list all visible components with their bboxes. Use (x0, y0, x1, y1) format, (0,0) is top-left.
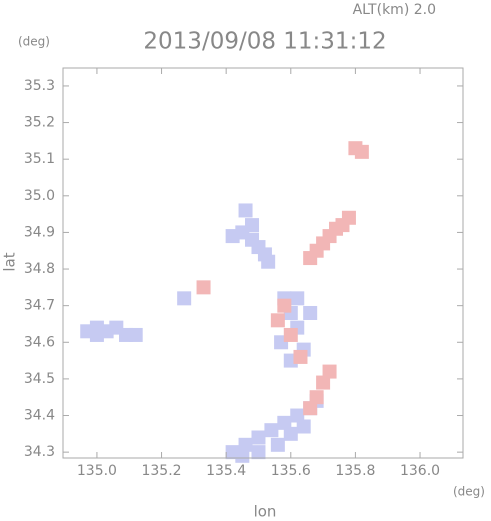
x-unit: (deg) (453, 485, 485, 499)
x-axis-label: lon (254, 503, 277, 521)
echo-cell (303, 251, 318, 266)
chart-title: 2013/09/08 11:31:12 (143, 29, 386, 55)
x-tick-label: 135.2 (141, 463, 181, 479)
y-tick-label: 34.7 (24, 298, 55, 314)
echo-cell (177, 291, 192, 306)
echo-cell (303, 401, 318, 416)
echo-cell (235, 448, 250, 463)
plot-frame (62, 67, 464, 459)
echo-cell (290, 408, 305, 423)
x-tick-label: 135.6 (271, 463, 311, 479)
echo-cell (283, 327, 298, 342)
y-tick-label: 34.3 (24, 444, 55, 460)
echo-cell (251, 430, 266, 445)
echo-cell (128, 327, 143, 342)
echo-cell (283, 426, 298, 441)
y-tick-label: 35.1 (24, 151, 55, 167)
altitude-label: ALT(km) 2.0 (353, 2, 436, 18)
y-axis-label: lat (1, 252, 19, 271)
echo-cell (264, 423, 279, 438)
echo-cell (277, 298, 292, 313)
y-tick-label: 35.3 (24, 78, 55, 94)
y-tick-label: 34.5 (24, 371, 55, 387)
y-unit: (deg) (18, 35, 50, 49)
echo-cell (261, 254, 276, 269)
echo-cell (309, 390, 324, 405)
y-tick-label: 34.8 (24, 261, 55, 277)
echo-cell (303, 305, 318, 320)
y-tick-label: 35.0 (24, 188, 55, 204)
echo-layer (80, 141, 369, 463)
echo-cell (277, 415, 292, 430)
y-tick-label: 34.6 (24, 334, 55, 350)
y-tick-label: 34.4 (24, 408, 55, 424)
echo-cell (322, 364, 337, 379)
echo-cell (354, 144, 369, 159)
y-tick-label: 35.2 (24, 115, 55, 131)
echo-cell (290, 291, 305, 306)
echo-cell (316, 375, 331, 390)
echo-cell (196, 280, 211, 295)
echo-cell (89, 320, 104, 335)
x-tick-label: 135.0 (77, 463, 117, 479)
echo-cell (270, 437, 285, 452)
echo-cell (238, 203, 253, 218)
echo-cell (296, 419, 311, 434)
x-tick-label: 135.4 (206, 463, 246, 479)
echo-cell (329, 221, 344, 236)
x-tick-label: 135.8 (335, 463, 375, 479)
x-tick-label: 136.0 (400, 463, 440, 479)
echo-cell (245, 218, 260, 233)
echo-cell (270, 313, 285, 328)
echo-cell (251, 445, 266, 460)
echo-cell (293, 349, 308, 364)
y-tick-label: 34.9 (24, 224, 55, 240)
echo-cell (238, 437, 253, 452)
